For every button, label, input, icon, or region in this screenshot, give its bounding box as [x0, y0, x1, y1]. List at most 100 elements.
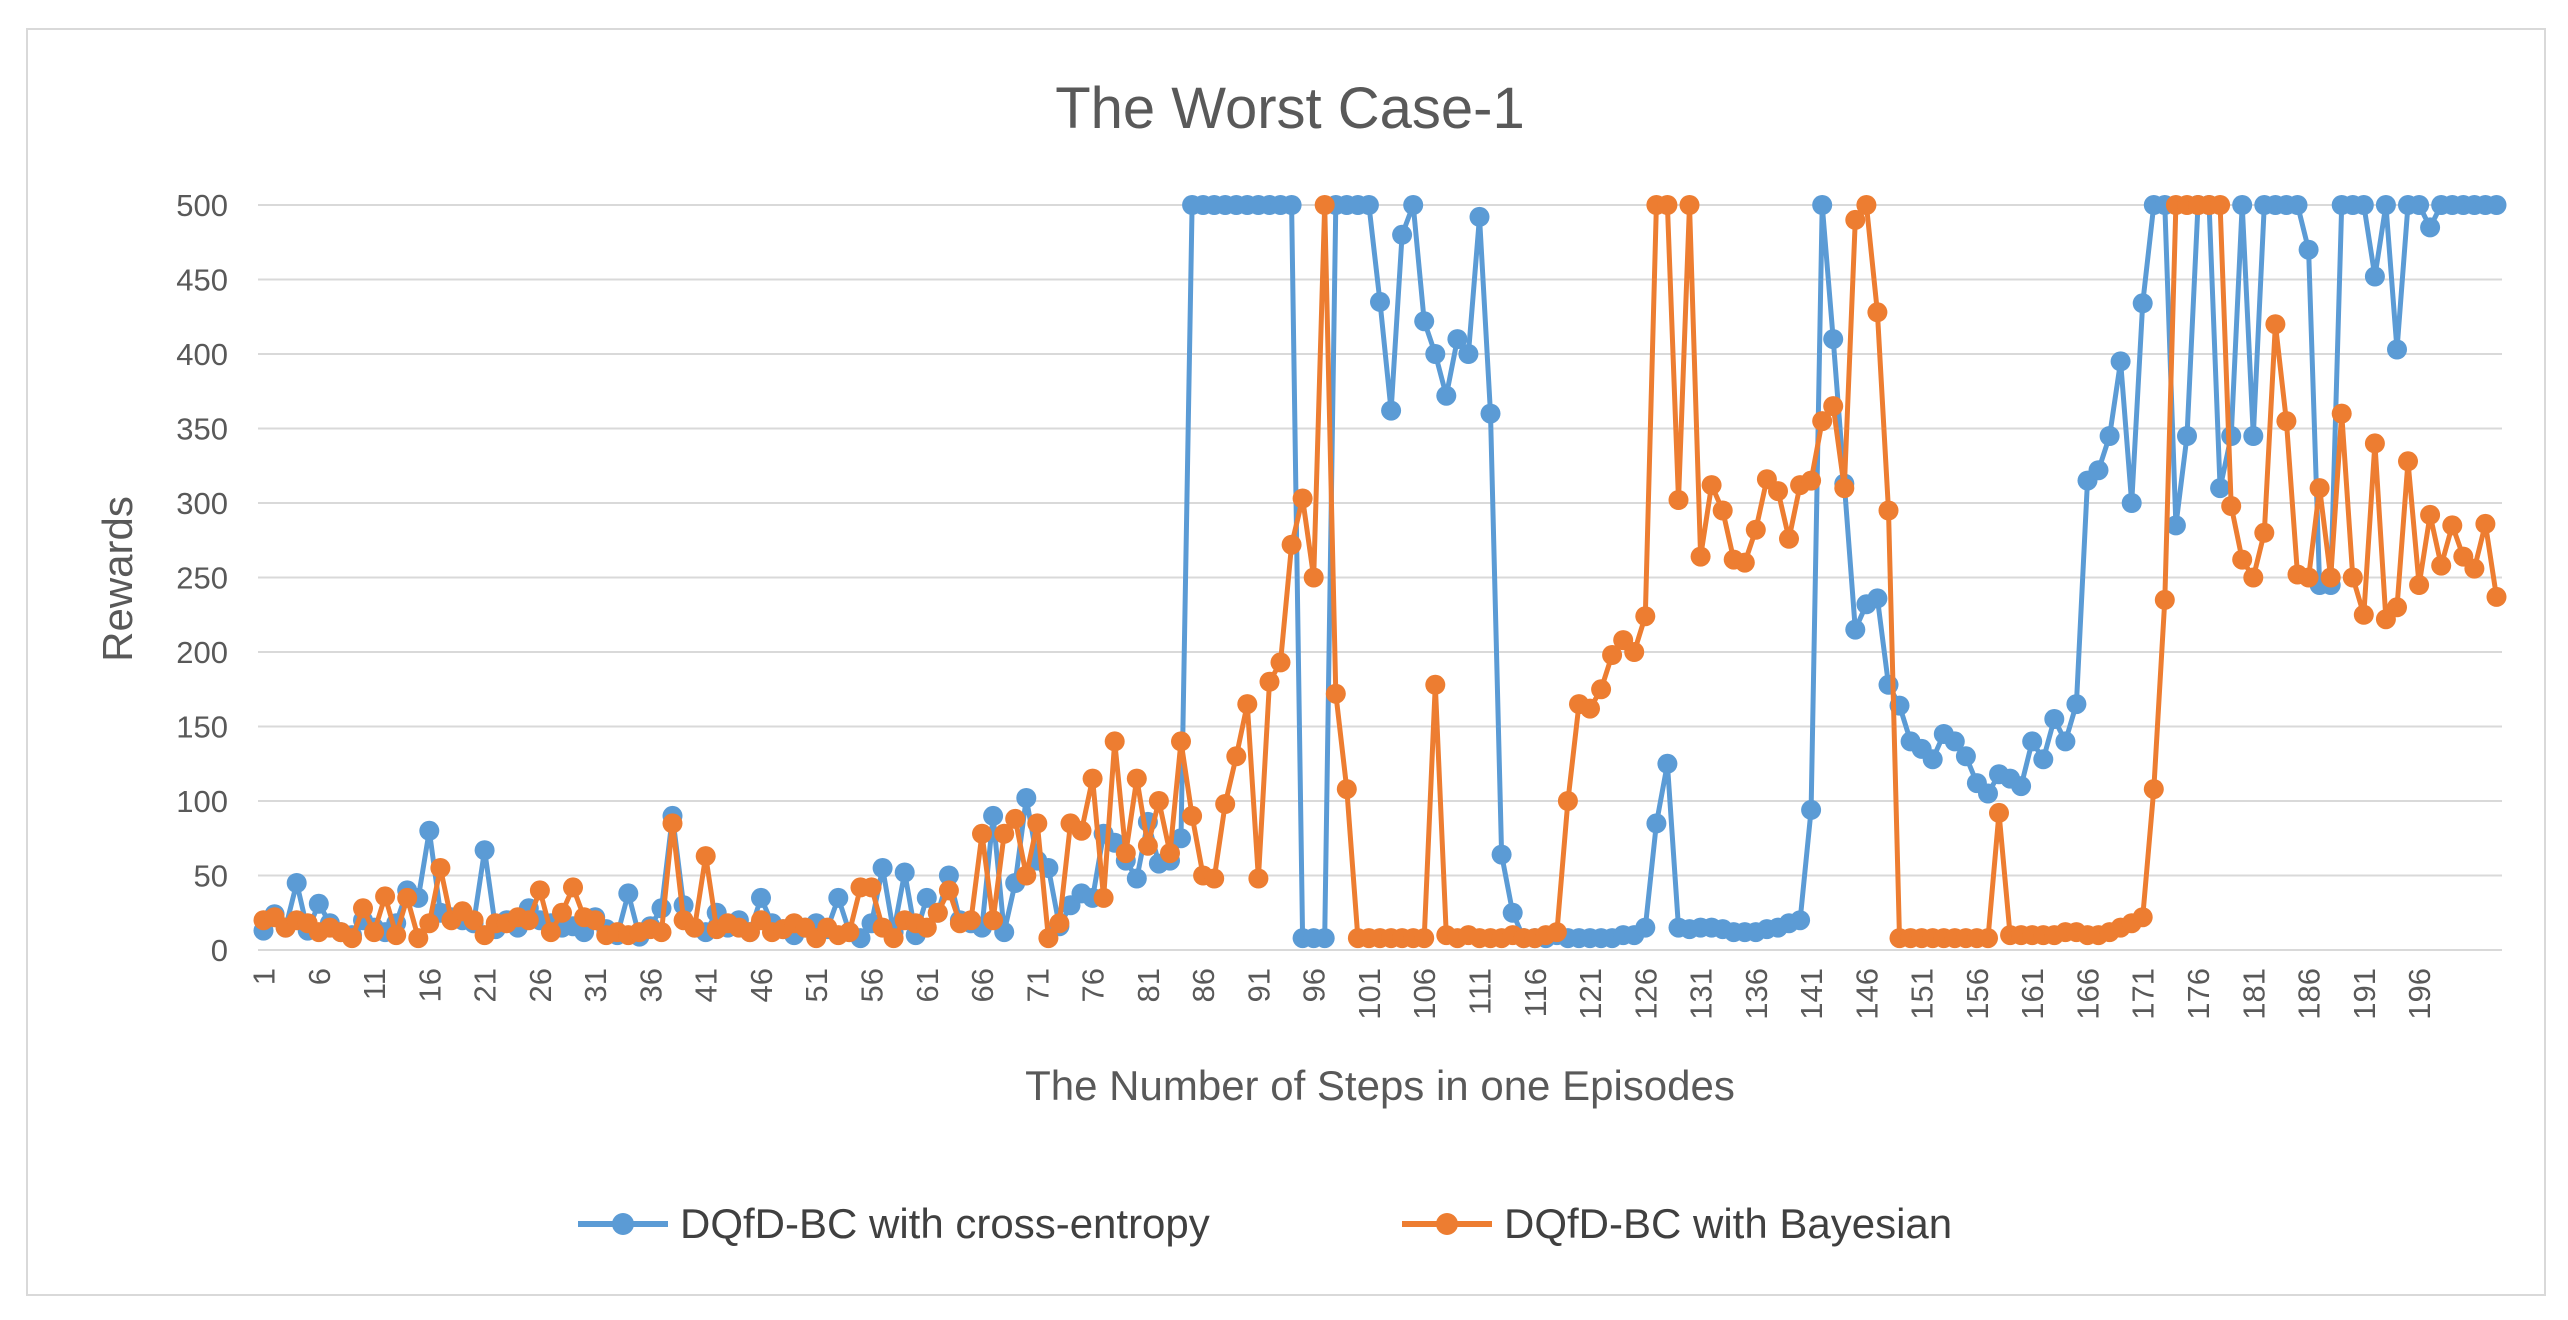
- data-point: [828, 887, 849, 908]
- x-tick-label: 56: [855, 968, 890, 1002]
- legend-marker-cross-entropy: [612, 1213, 634, 1235]
- data-point: [894, 862, 915, 883]
- data-point: [2331, 403, 2352, 424]
- data-point: [2375, 195, 2396, 215]
- data-point: [961, 910, 981, 931]
- data-point: [2298, 567, 2319, 588]
- data-point: [1082, 768, 1103, 789]
- data-point: [2022, 731, 2043, 752]
- data-point: [2353, 195, 2374, 215]
- legend-item-bayesian: DQfD-BC with Bayesian: [1402, 1200, 1952, 1247]
- data-point: [1845, 209, 1866, 230]
- x-tick-label: 71: [1020, 968, 1055, 1002]
- data-point: [2088, 460, 2109, 481]
- x-tick-label: 196: [2402, 968, 2437, 1020]
- data-point: [1049, 913, 1070, 934]
- data-point: [2364, 266, 2385, 287]
- data-point: [2011, 776, 2032, 797]
- data-point: [286, 873, 307, 893]
- data-point: [1281, 534, 1302, 555]
- data-point: [1878, 500, 1899, 521]
- data-point: [1845, 619, 1866, 640]
- data-point: [1657, 753, 1678, 774]
- data-point: [1005, 808, 1026, 829]
- x-tick-label: 146: [1849, 968, 1884, 1020]
- data-point: [872, 858, 893, 878]
- data-point: [2066, 694, 2087, 715]
- data-point: [651, 922, 672, 943]
- series-line: [261, 202, 2497, 941]
- data-point: [927, 902, 948, 923]
- data-point: [2431, 555, 2452, 576]
- data-point: [1336, 779, 1357, 800]
- x-tick-label: 96: [1297, 968, 1332, 1002]
- data-point: [2320, 567, 2341, 588]
- data-point: [1392, 224, 1413, 245]
- data-point: [983, 910, 1004, 931]
- data-point: [983, 805, 1004, 826]
- data-point: [1491, 844, 1512, 865]
- data-point: [2143, 779, 2164, 800]
- x-tick-label: 191: [2347, 968, 2382, 1020]
- x-tick-label: 26: [523, 968, 558, 1002]
- data-point: [1989, 802, 2009, 823]
- data-point: [1425, 344, 1446, 364]
- data-point: [1701, 475, 1722, 496]
- data-point: [386, 925, 407, 946]
- x-tick-label: 86: [1186, 968, 1221, 1002]
- data-point: [1137, 835, 1158, 856]
- data-point: [839, 922, 860, 943]
- legend: DQfD-BC with cross-entropy DQfD-BC with …: [578, 1200, 1952, 1247]
- data-point: [1867, 588, 1888, 609]
- x-tick-label: 46: [744, 968, 779, 1002]
- x-axis-ticks: 1 6 11 16 21 26 31 36 41 46 51 56 61 66 71 76 81 86 91 96 10…: [247, 968, 2438, 1020]
- data-point: [695, 846, 716, 867]
- data-point: [1414, 928, 1435, 949]
- data-point: [563, 877, 583, 898]
- data-point: [684, 917, 705, 938]
- data-point: [1314, 928, 1335, 949]
- data-point: [397, 887, 418, 908]
- data-point: [1115, 843, 1136, 864]
- data-point: [2243, 426, 2264, 446]
- x-tick-label: 91: [1241, 968, 1276, 1002]
- data-point: [1978, 783, 1998, 804]
- data-point: [938, 865, 959, 886]
- legend-item-cross-entropy: DQfD-BC with cross-entropy: [578, 1200, 1210, 1247]
- data-point: [1801, 799, 1822, 820]
- data-point: [2364, 433, 2385, 454]
- data-point: [1480, 403, 1501, 424]
- x-tick-label: 51: [799, 968, 834, 1002]
- y-tick-label: 400: [176, 337, 228, 372]
- data-point: [1414, 311, 1435, 332]
- data-point: [1812, 411, 1833, 432]
- data-point: [1779, 528, 1799, 549]
- data-point: [1314, 195, 1335, 215]
- data-point: [463, 910, 484, 931]
- data-point: [474, 840, 495, 861]
- data-point: [2342, 567, 2363, 588]
- data-point: [1148, 791, 1169, 811]
- x-tick-label: 116: [1518, 968, 1553, 1017]
- x-axis-title: The Number of Steps in one Episodes: [1025, 1062, 1735, 1109]
- data-point: [1248, 868, 1269, 889]
- data-point: [2177, 426, 2197, 446]
- data-point: [430, 858, 451, 878]
- data-point: [364, 922, 385, 943]
- data-point: [1823, 329, 1844, 350]
- data-point: [751, 887, 771, 908]
- data-point: [2486, 195, 2507, 215]
- data-point: [2398, 451, 2418, 472]
- chart-title: The Worst Case-1: [1055, 76, 1525, 141]
- data-point: [342, 928, 362, 949]
- data-point: [585, 910, 606, 931]
- data-point: [1104, 731, 1125, 752]
- data-point: [1580, 698, 1600, 719]
- data-point: [1381, 400, 1402, 421]
- data-point: [1237, 694, 1258, 715]
- data-point: [1270, 652, 1291, 673]
- data-point: [1745, 519, 1766, 540]
- data-point: [1790, 910, 1811, 931]
- y-tick-label: 200: [176, 635, 228, 670]
- data-point: [1768, 481, 1788, 502]
